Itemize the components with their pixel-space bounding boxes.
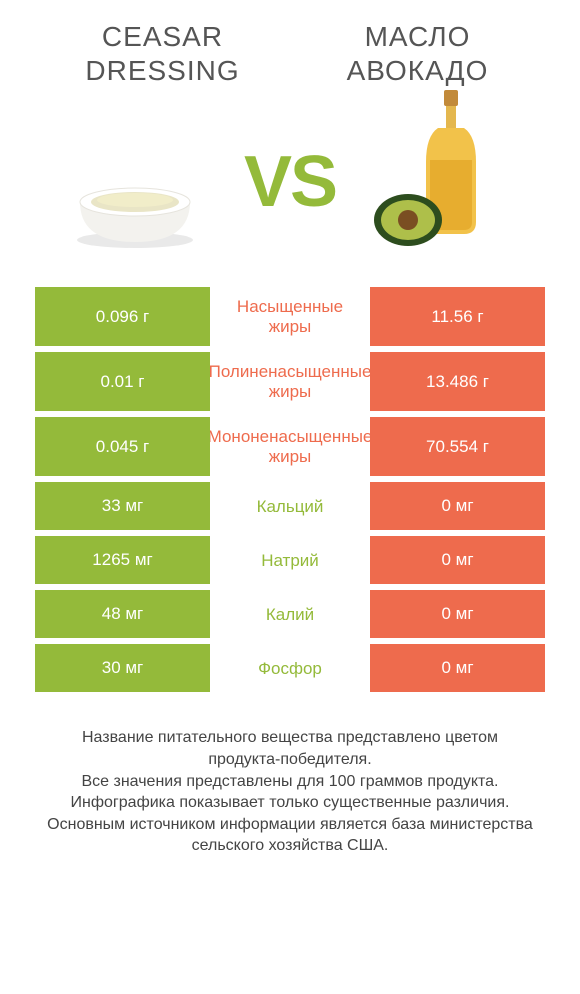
table-row: 0.01 гПолиненасыщенные жиры13.486 г [35,352,545,411]
hero-row: VS [35,112,545,252]
nutrient-label: Кальций [210,482,370,530]
left-value-cell: 0.01 г [35,352,210,411]
footer-line-1: Название питательного вещества представл… [45,727,535,770]
table-row: 48 мгКалий0 мг [35,590,545,638]
table-row: 0.045 гМононенасыщенные жиры70.554 г [35,417,545,476]
left-value-cell: 0.045 г [35,417,210,476]
avocado-oil-icon [370,82,520,252]
left-product-image [55,112,215,252]
right-product-title: МАСЛО АВОКАДО [290,20,545,87]
right-value-cell: 0 мг [370,590,545,638]
right-value-cell: 13.486 г [370,352,545,411]
left-value-cell: 0.096 г [35,287,210,346]
nutrient-label: Полиненасыщенные жиры [210,352,370,411]
left-product-title: CEASAR DRESSING [35,20,290,87]
comparison-table: 0.096 гНасыщенные жиры11.56 г 0.01 гПолин… [35,287,545,692]
table-row: 33 мгКальций0 мг [35,482,545,530]
right-product-image [365,112,525,252]
left-value-cell: 30 мг [35,644,210,692]
left-value-cell: 1265 мг [35,536,210,584]
right-value-cell: 0 мг [370,536,545,584]
nutrient-label: Фосфор [210,644,370,692]
nutrient-label: Калий [210,590,370,638]
table-row: 1265 мгНатрий0 мг [35,536,545,584]
left-value-cell: 48 мг [35,590,210,638]
right-value-cell: 11.56 г [370,287,545,346]
infographic-container: CEASAR DRESSING МАСЛО АВОКАДО VS [0,0,580,857]
dressing-bowl-icon [65,172,205,252]
nutrient-label: Мононенасыщенные жиры [210,417,370,476]
titles-row: CEASAR DRESSING МАСЛО АВОКАДО [35,20,545,87]
table-row: 30 мгФосфор0 мг [35,644,545,692]
right-value-cell: 0 мг [370,482,545,530]
footer-line-3: Инфографика показывает только существенн… [45,792,535,814]
nutrient-label: Насыщенные жиры [210,287,370,346]
vs-label: VS [244,141,336,223]
footer-line-4: Основным источником информации является … [45,814,535,857]
right-value-cell: 0 мг [370,644,545,692]
left-value-cell: 33 мг [35,482,210,530]
table-row: 0.096 гНасыщенные жиры11.56 г [35,287,545,346]
right-value-cell: 70.554 г [370,417,545,476]
footer-notes: Название питательного вещества представл… [35,727,545,857]
nutrient-label: Натрий [210,536,370,584]
footer-line-2: Все значения представлены для 100 граммо… [45,771,535,793]
